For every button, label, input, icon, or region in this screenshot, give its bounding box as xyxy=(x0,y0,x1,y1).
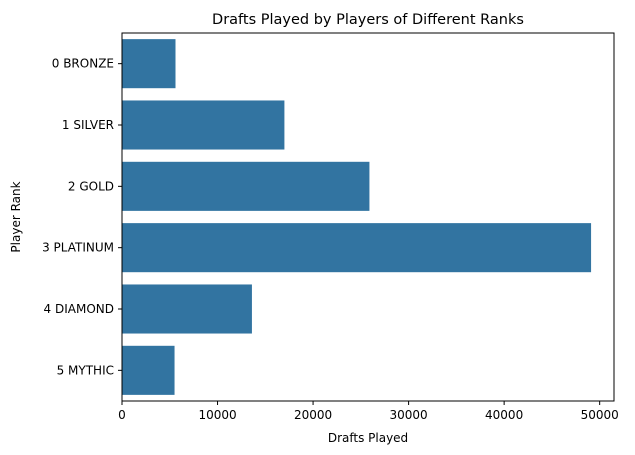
y-tick-label-5: 5 MYTHIC xyxy=(57,363,114,377)
x-tick-label-0: 0 xyxy=(118,408,126,422)
x-tick-label-4: 40000 xyxy=(485,408,523,422)
y-axis-label: Player Rank xyxy=(9,181,23,252)
bar-5 xyxy=(122,345,175,395)
bar-4 xyxy=(122,284,252,334)
x-tick-label-2: 20000 xyxy=(294,408,332,422)
y-tick-label-4: 4 DIAMOND xyxy=(44,302,114,316)
x-tick-label-1: 10000 xyxy=(198,408,236,422)
x-tick-label-3: 30000 xyxy=(390,408,428,422)
x-axis-label: Drafts Played xyxy=(328,431,408,445)
bar-2 xyxy=(122,161,370,211)
y-tick-label-2: 2 GOLD xyxy=(68,179,114,193)
bar-1 xyxy=(122,100,285,150)
chart-title: Drafts Played by Players of Different Ra… xyxy=(212,12,524,28)
plot-frame xyxy=(121,32,615,402)
x-axis-ticks: 0 10000 20000 30000 40000 50000 xyxy=(118,401,619,422)
y-axis-ticks: 0 BRONZE 1 SILVER 2 GOLD 3 PLATINUM 4 DIAMON… xyxy=(42,57,122,377)
y-tick-label-3: 3 PLATINUM xyxy=(42,241,114,255)
y-tick-label-1: 1 SILVER xyxy=(62,118,114,132)
x-tick-label-5: 50000 xyxy=(581,408,619,422)
bar-3 xyxy=(122,223,592,273)
y-tick-label-0: 0 BRONZE xyxy=(52,57,114,71)
bar-0 xyxy=(122,39,176,89)
bars-group xyxy=(122,39,592,395)
